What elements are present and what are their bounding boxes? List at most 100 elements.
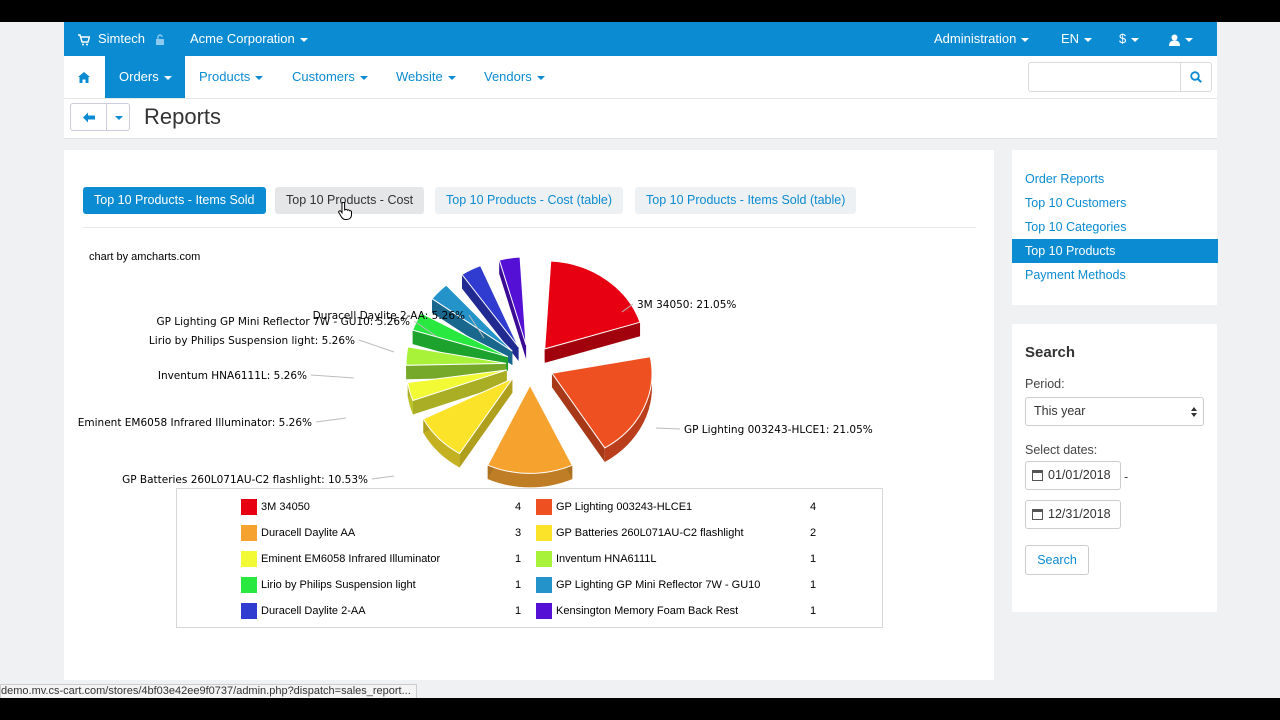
nav-website[interactable]: Website [396, 56, 456, 98]
legend-swatch[interactable] [241, 551, 257, 567]
pie-label: Duracell Daylite 2-AA: 5.26% [313, 310, 465, 322]
pie-label: Lirio by Philips Suspension light: 5.26% [149, 335, 355, 347]
chevron-down-icon [115, 116, 123, 120]
legend-item-name[interactable]: Inventum HNA6111L [556, 553, 657, 565]
browser-viewport: Simtech Acme Corporation Administration … [0, 22, 1280, 698]
sidebar-link-top-categories[interactable]: Top 10 Categories [1025, 220, 1127, 234]
history-dropdown-button[interactable] [106, 103, 130, 131]
date-from-input[interactable]: 01/01/2018 [1025, 461, 1121, 490]
unlock-icon[interactable] [155, 22, 165, 56]
tab-items-sold-table[interactable]: Top 10 Products - Items Sold (table) [635, 187, 857, 214]
sidebar-active-highlight [1012, 239, 1218, 263]
calendar-icon [1032, 470, 1043, 481]
legend-swatch[interactable] [241, 525, 257, 541]
pie-label: GP Lighting 003243-HLCE1: 21.05% [684, 424, 873, 436]
legend-swatch[interactable] [536, 551, 552, 567]
nav-orders[interactable]: Orders [105, 56, 185, 98]
legend-swatch[interactable] [536, 603, 552, 619]
pie-slice-4[interactable] [407, 369, 507, 415]
legend-swatch[interactable] [241, 499, 257, 515]
legend-item-name[interactable]: Eminent EM6058 Infrared Illuminator [261, 553, 441, 565]
tabs-divider [83, 227, 976, 228]
nav-products-label: Products [199, 69, 251, 84]
nav-customers-label: Customers [292, 69, 355, 84]
chevron-down-icon [1185, 37, 1193, 42]
legend-swatch[interactable] [536, 577, 552, 593]
tab-items-sold[interactable]: Top 10 Products - Items Sold [83, 187, 266, 214]
legend-item-value: 1 [810, 605, 817, 617]
legend-swatch[interactable] [536, 525, 552, 541]
legend-item-value: 1 [810, 579, 817, 591]
pie-slice-1[interactable] [551, 356, 653, 462]
legend-item-name[interactable]: Duracell Daylite 2-AA [261, 605, 366, 617]
report-panel: Top 10 Products - Items Sold Top 10 Prod… [64, 150, 994, 680]
legend-item-name[interactable]: Lirio by Philips Suspension light [261, 579, 416, 591]
pie-slice-7[interactable] [431, 284, 513, 366]
legend-swatch[interactable] [241, 577, 257, 593]
pie-label-line [413, 320, 437, 337]
pie-label-line [310, 374, 355, 379]
chevron-down-icon [359, 75, 368, 80]
back-button[interactable] [70, 103, 107, 131]
pie-label: Inventum HNA6111L: 5.26% [158, 370, 307, 382]
pie-chart: 3M 34050: 21.05% GP Lighting 003243-HLCE1… [78, 256, 873, 488]
nav-products[interactable]: Products [199, 56, 264, 98]
nav-orders-label: Orders [119, 69, 159, 84]
global-search-button[interactable] [1180, 62, 1212, 92]
page-header: Reports [64, 99, 1217, 139]
legend-item-value: 4 [810, 501, 817, 513]
pie-label-line [621, 303, 634, 313]
sidebar-link-top-customers[interactable]: Top 10 Customers [1025, 196, 1127, 210]
company-label: Acme Corporation [190, 31, 295, 46]
legend-item-name[interactable]: GP Lighting 003243-HLCE1 [556, 501, 693, 513]
legend-item-name[interactable]: Duracell Daylite AA [261, 527, 356, 539]
pie-slice-0[interactable] [544, 260, 641, 363]
page-title: Reports [144, 104, 222, 129]
currency-dropdown[interactable]: $ [1119, 22, 1140, 56]
legend-item-name[interactable]: Kensington Memory Foam Back Rest [556, 605, 739, 617]
pie-label-line [468, 314, 485, 339]
date-separator: - [1124, 470, 1129, 484]
chevron-down-icon [255, 75, 264, 80]
chevron-down-icon [1084, 37, 1093, 42]
date-to-input[interactable]: 12/31/2018 [1025, 500, 1121, 529]
administration-dropdown[interactable]: Administration [934, 22, 1030, 56]
legend-swatch[interactable] [241, 603, 257, 619]
pie-slice-9[interactable] [498, 256, 527, 359]
sidebar-link-top-products[interactable]: Top 10 Products [1025, 244, 1116, 258]
user-dropdown[interactable] [1169, 22, 1193, 56]
sidebar-link-order-reports[interactable]: Order Reports [1025, 172, 1105, 186]
top-bar: Simtech Acme Corporation Administration … [64, 22, 1217, 56]
store-name-link[interactable]: Simtech [98, 31, 145, 46]
tab-cost-table[interactable]: Top 10 Products - Cost (table) [435, 187, 624, 214]
period-select[interactable]: This year [1025, 397, 1204, 426]
bottom-letterbox [0, 698, 1280, 720]
company-dropdown[interactable]: Acme Corporation [190, 22, 308, 56]
tab-cost[interactable]: Top 10 Products - Cost [275, 187, 425, 214]
legend-item-name[interactable]: GP Lighting GP Mini Reflector 7W - GU10 [556, 579, 761, 591]
global-search-input[interactable] [1028, 62, 1181, 92]
dates-label: Select dates: [1025, 443, 1098, 457]
legend-item-value: 1 [810, 553, 817, 565]
administration-label: Administration [934, 31, 1017, 46]
date-from-value: 01/01/2018 [1048, 468, 1111, 482]
legend-item-value: 1 [515, 579, 522, 591]
pie-slice-8[interactable] [461, 265, 520, 362]
search-button[interactable]: Search [1025, 545, 1089, 575]
language-dropdown[interactable]: EN [1061, 22, 1093, 56]
pie-slice-3[interactable] [422, 377, 514, 468]
pie-slice-2[interactable] [487, 384, 573, 488]
legend-item-name[interactable]: 3M 34050 [261, 501, 310, 513]
sidebar-link-payment-methods[interactable]: Payment Methods [1025, 268, 1126, 282]
legend-swatch[interactable] [536, 499, 552, 515]
user-icon [1169, 34, 1180, 46]
nav-vendors[interactable]: Vendors [484, 56, 545, 98]
legend-item-name[interactable]: GP Batteries 260L071AU-C2 flashlight [556, 527, 744, 539]
arrow-left-icon [83, 112, 95, 123]
currency-label: $ [1119, 31, 1127, 46]
nav-customers[interactable]: Customers [292, 56, 368, 98]
chart-credit: chart by amcharts.com [89, 251, 201, 263]
home-icon [78, 72, 90, 84]
status-bar-url: demo.mv.cs-cart.com/stores/4bf03e42ee9f0… [0, 684, 417, 698]
home-link[interactable] [64, 56, 104, 98]
